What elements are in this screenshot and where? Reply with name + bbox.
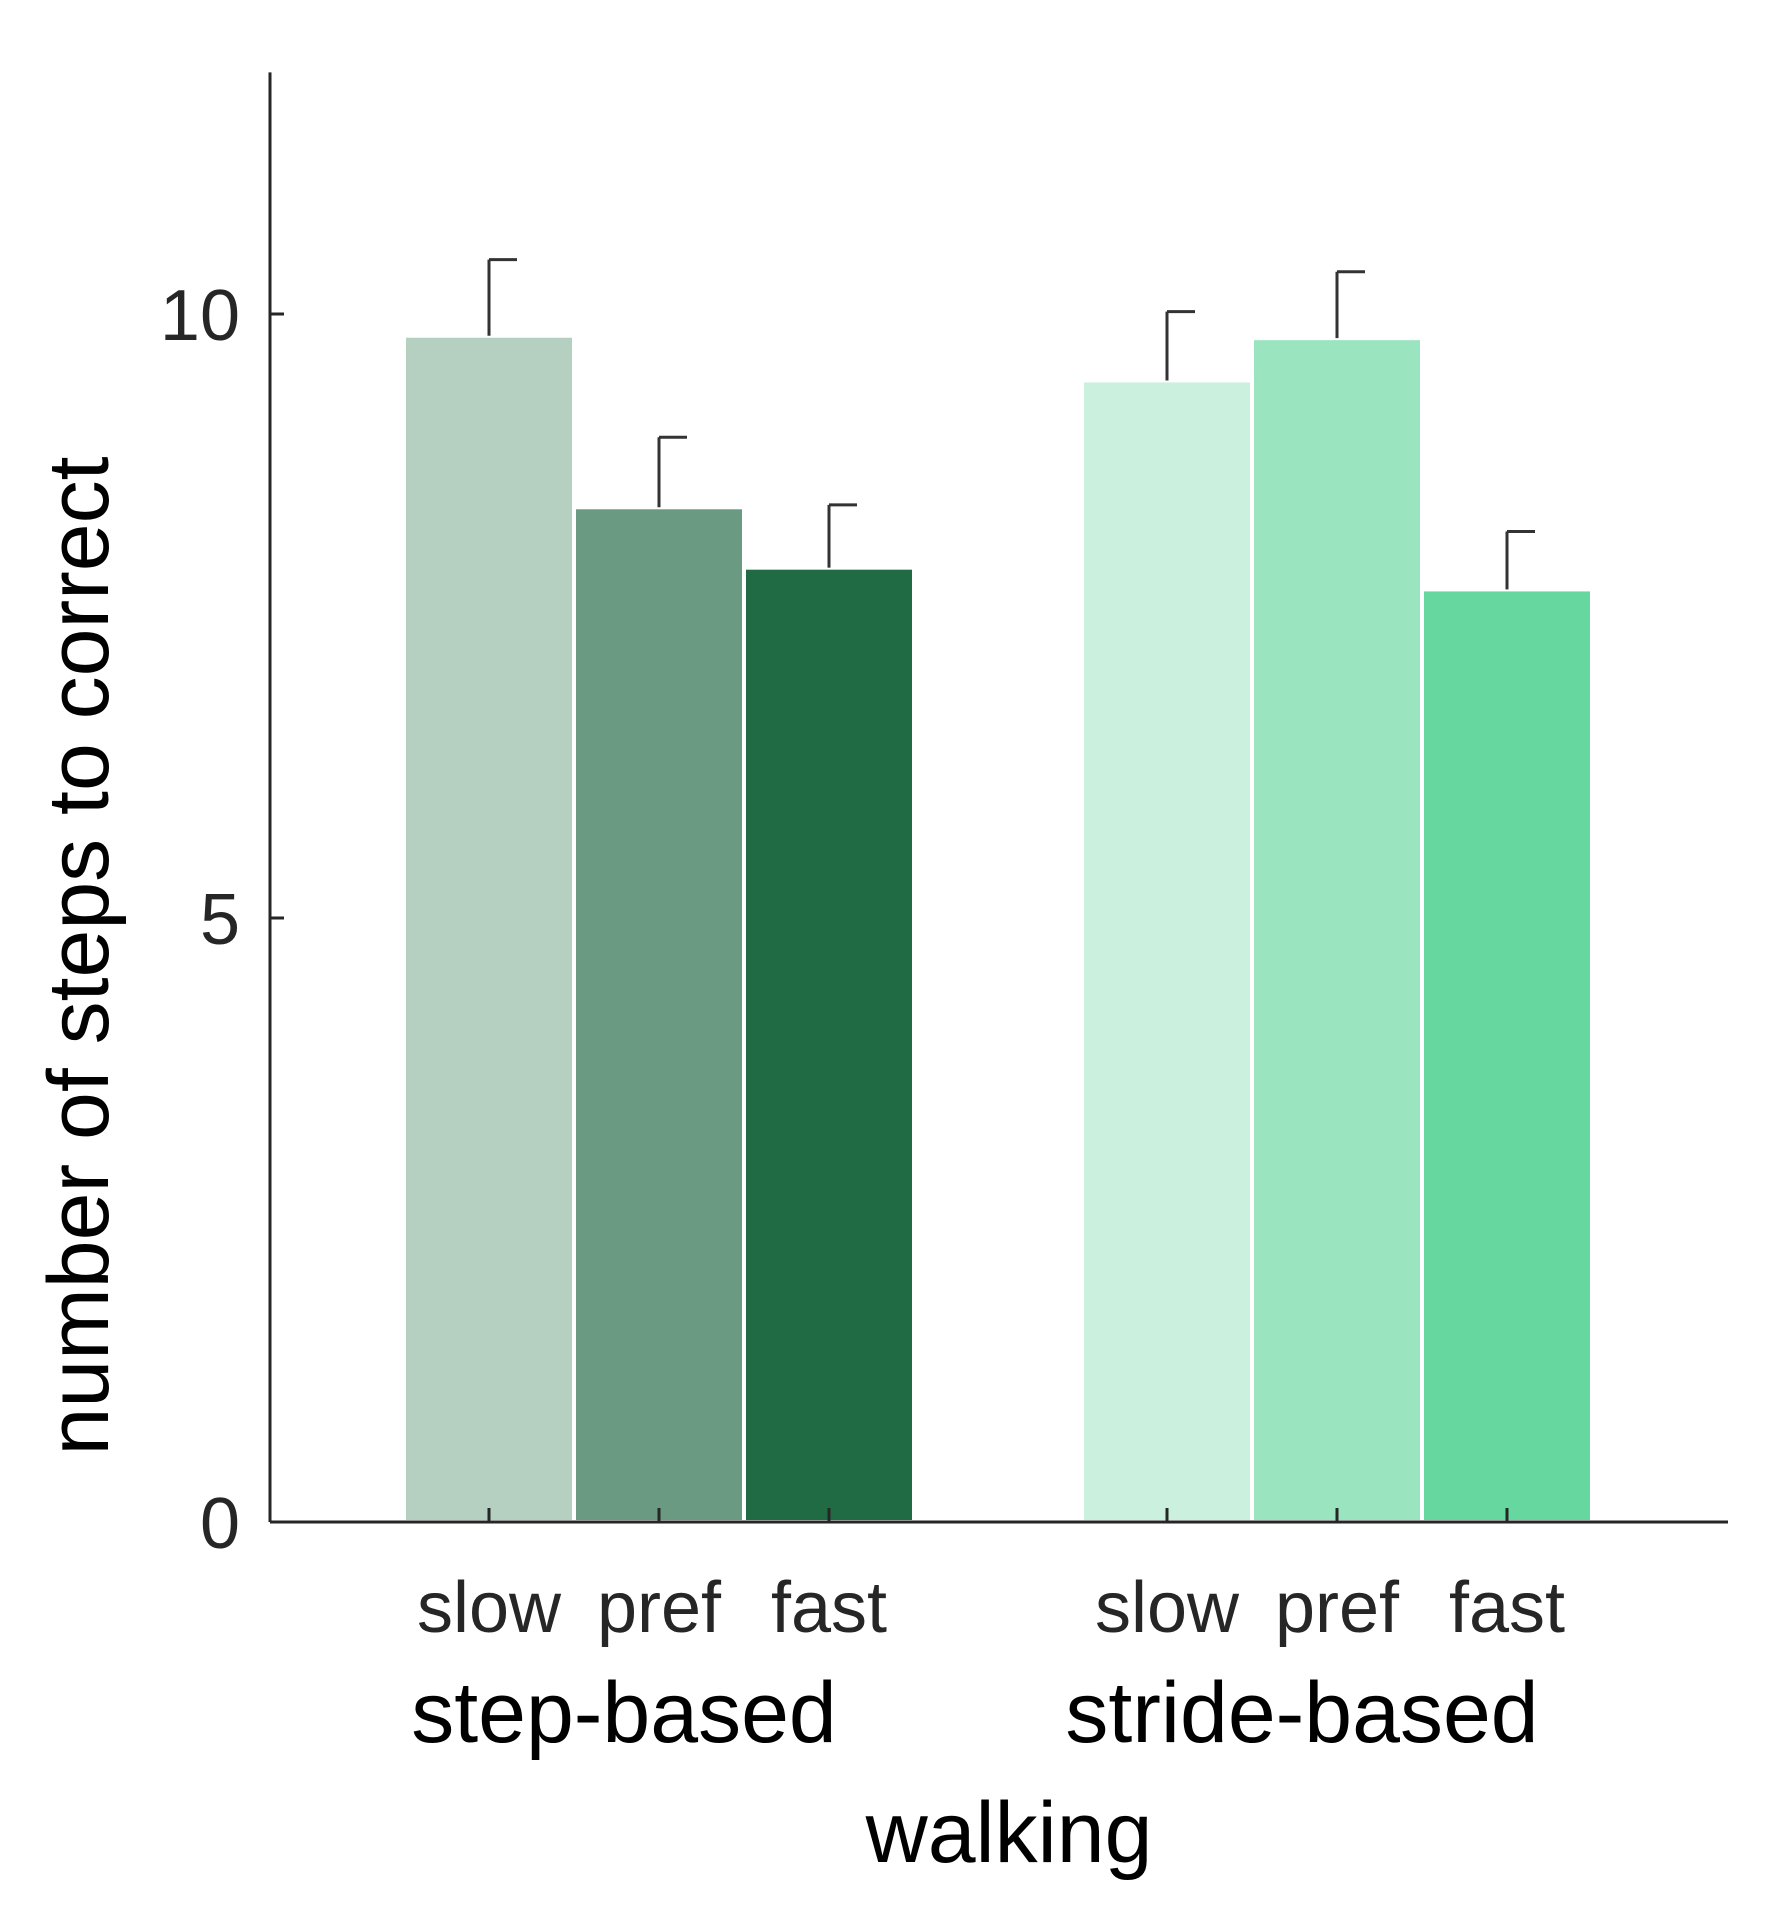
bar-stride-based-pref: [1250, 336, 1424, 1524]
x-category-label: slow: [417, 1568, 562, 1648]
x-category-label: fast: [771, 1568, 887, 1648]
bar-stride-based-slow: [1080, 378, 1254, 1525]
x-category-label: fast: [1449, 1568, 1565, 1648]
bar-stride-based-fast: [1420, 587, 1594, 1524]
x-group-label: stride-based: [1065, 1665, 1538, 1761]
x-axis-title: walking: [865, 1785, 1153, 1881]
bars-layer: [402, 333, 1594, 1525]
x-category-label: pref: [597, 1568, 722, 1648]
x-category-label: slow: [1095, 1568, 1240, 1648]
y-axis-title: number of steps to correct: [31, 456, 127, 1455]
x-group-label: step-based: [411, 1665, 837, 1761]
labels-layer: 0 5 10 slow pref fast step-based slow pref fast st…: [160, 276, 1565, 1761]
bar-step-based-fast: [742, 565, 916, 1524]
error-bars-layer: [487, 258, 1535, 590]
y-tick-label: 5: [200, 880, 240, 960]
bar-step-based-pref: [572, 505, 746, 1524]
y-tick-label: 0: [200, 1484, 240, 1564]
bar-step-based-slow: [402, 333, 576, 1524]
x-category-label: pref: [1275, 1568, 1400, 1648]
y-tick-label: 10: [160, 276, 240, 356]
axes-layer: [268, 72, 1728, 1524]
